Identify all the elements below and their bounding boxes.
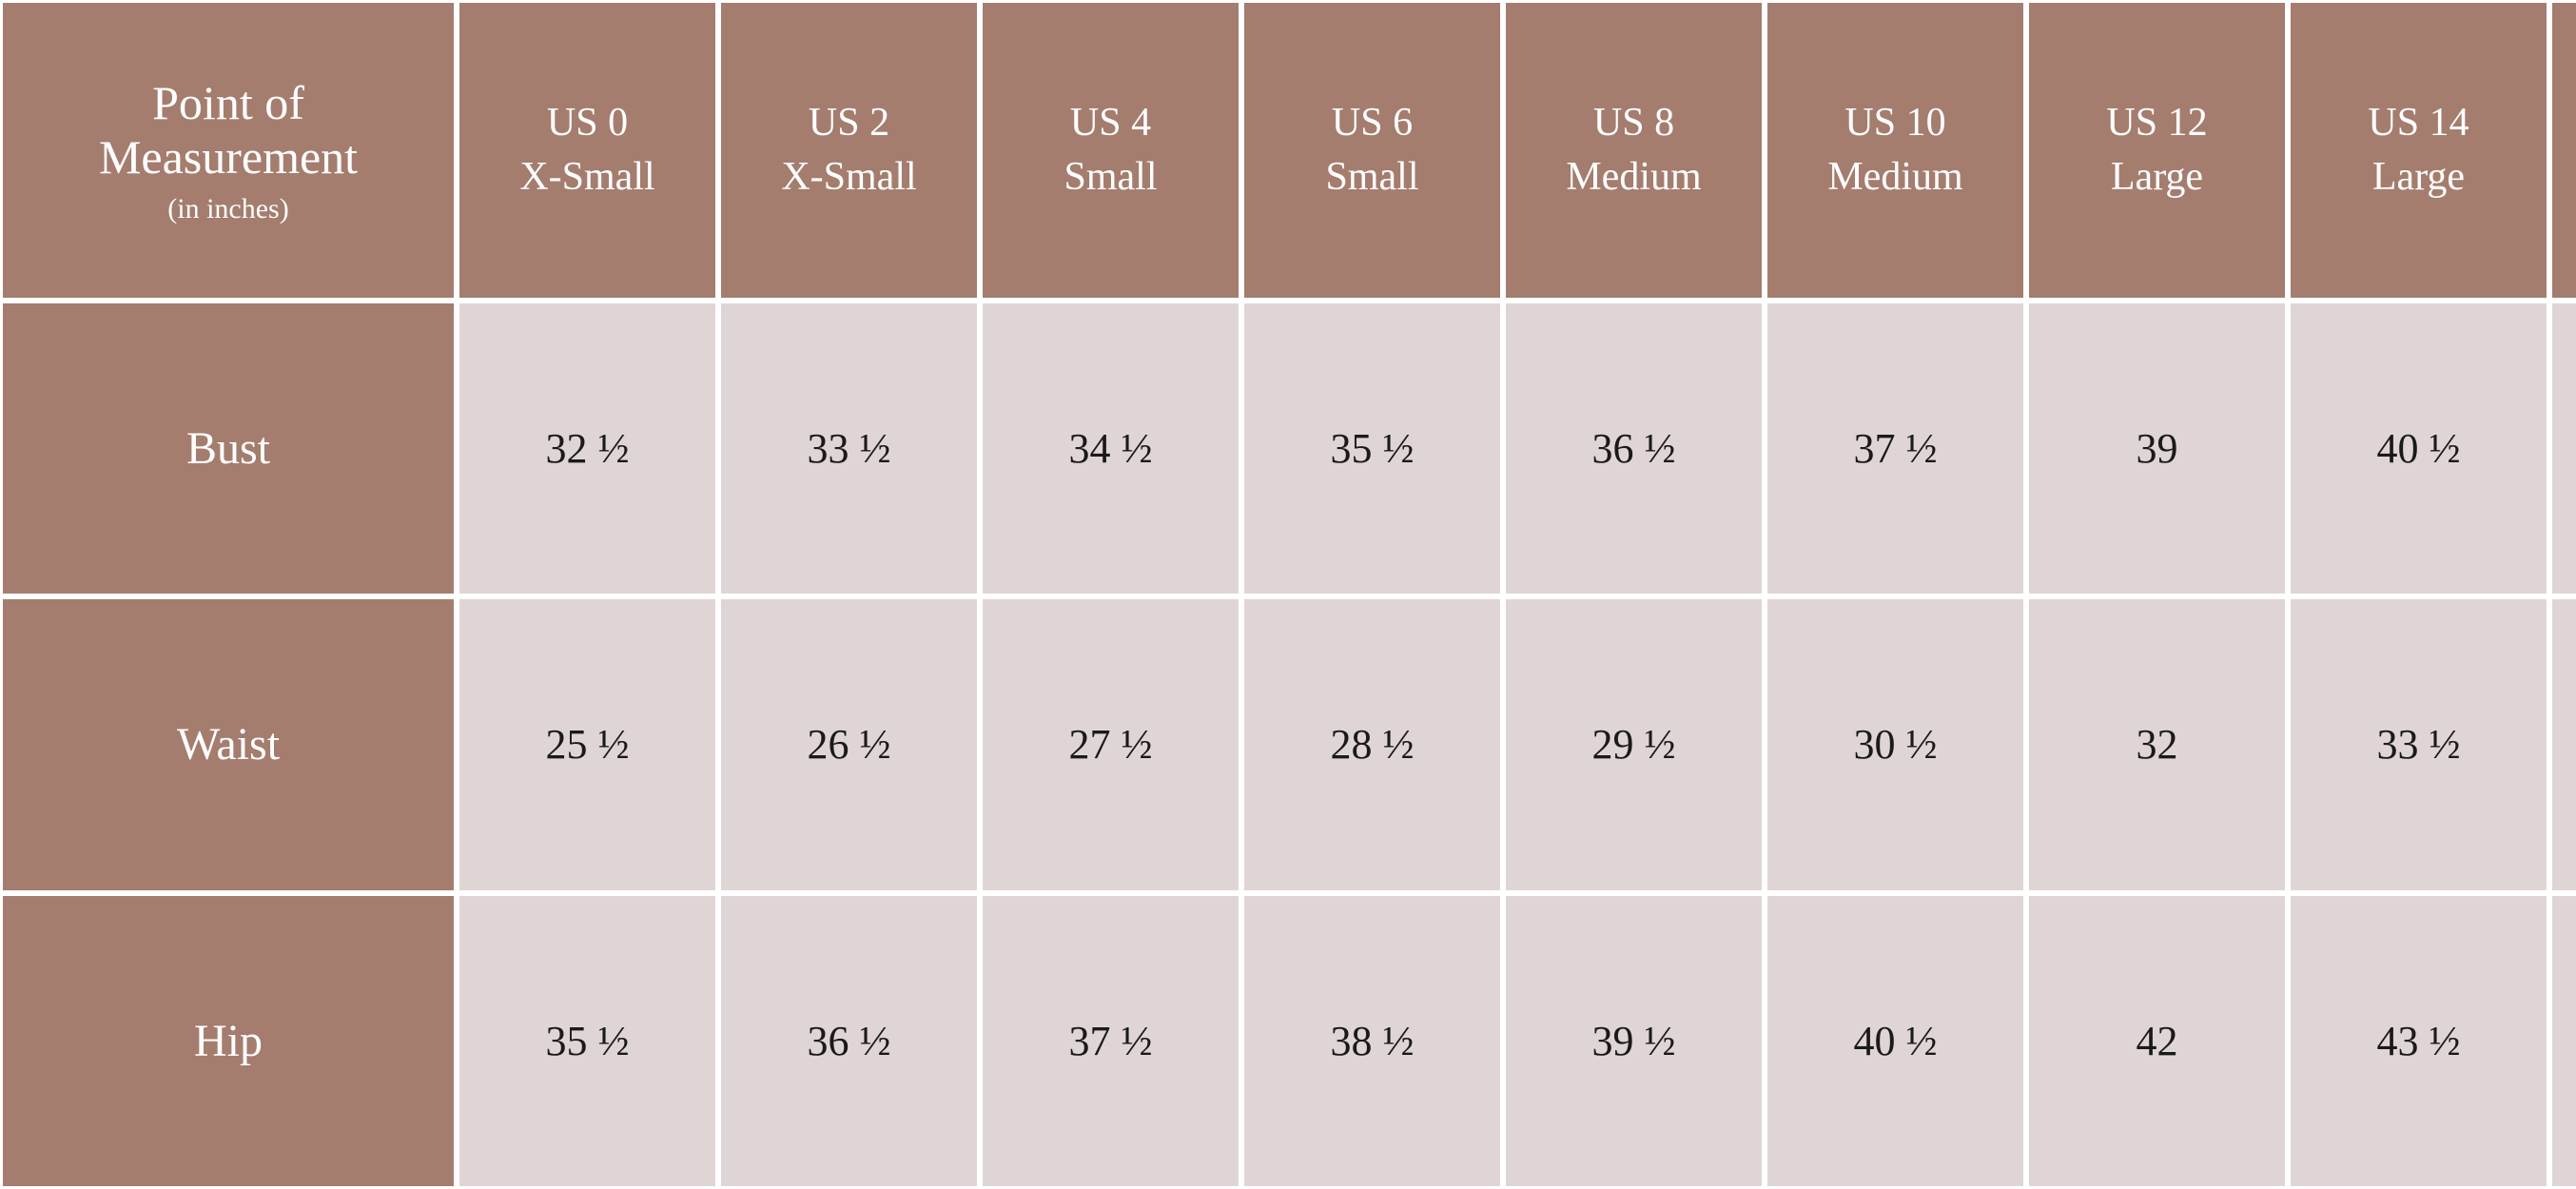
cell: 43 ½ [2288,893,2549,1189]
col-head-us12: US 12 Large [2026,0,2288,301]
cell: 36 ½ [718,893,980,1189]
table-row: Waist 25 ½ 26 ½ 27 ½ 28 ½ 29 ½ 30 ½ 32 3… [0,596,2576,892]
cell: 26 ½ [718,596,980,892]
cell: 33 ½ [2288,596,2549,892]
col-size: US 10 [1767,96,2023,150]
cell: 32 [2026,596,2288,892]
cell: 35 ½ [1241,301,1503,596]
col-size: US 8 [1506,96,1762,150]
corner-subtitle: (in inches) [3,193,454,225]
cell: 42 [2549,301,2576,596]
cell: 37 ½ [980,893,1241,1189]
header-row: Point of Measurement (in inches) US 0 X-… [0,0,2576,301]
row-head-waist: Waist [0,596,457,892]
col-label: X-Large [2552,150,2576,205]
row-head-hip: Hip [0,893,457,1189]
col-size: US 4 [983,96,1239,150]
cell: 29 ½ [1503,596,1765,892]
cell: 28 ½ [1241,596,1503,892]
col-size: US 16 [2552,96,2576,150]
size-chart-table: Point of Measurement (in inches) US 0 X-… [0,0,2576,1189]
cell: 40 ½ [1765,893,2026,1189]
col-size: US 0 [459,96,715,150]
row-head-bust: Bust [0,301,457,596]
col-head-us4: US 4 Small [980,0,1241,301]
cell: 30 ½ [1765,596,2026,892]
cell: 45 [2549,893,2576,1189]
col-size: US 12 [2029,96,2285,150]
table-row: Bust 32 ½ 33 ½ 34 ½ 35 ½ 36 ½ 37 ½ 39 40… [0,301,2576,596]
corner-header: Point of Measurement (in inches) [0,0,457,301]
col-head-us16: US 16 X-Large [2549,0,2576,301]
cell: 35 [2549,596,2576,892]
cell: 38 ½ [1241,893,1503,1189]
col-label: X-Small [721,150,977,205]
table-row: Hip 35 ½ 36 ½ 37 ½ 38 ½ 39 ½ 40 ½ 42 43 … [0,893,2576,1189]
col-head-us10: US 10 Medium [1765,0,2026,301]
corner-title-line1: Point of [3,76,454,131]
cell: 27 ½ [980,596,1241,892]
cell: 32 ½ [457,301,718,596]
col-label: Medium [1767,150,2023,205]
cell: 36 ½ [1503,301,1765,596]
col-size: US 6 [1244,96,1500,150]
cell: 34 ½ [980,301,1241,596]
col-label: Small [1244,150,1500,205]
col-label: Small [983,150,1239,205]
col-label: Medium [1506,150,1762,205]
col-head-us8: US 8 Medium [1503,0,1765,301]
col-label: Large [2029,150,2285,205]
cell: 39 [2026,301,2288,596]
cell: 35 ½ [457,893,718,1189]
corner-title-line2: Measurement [3,130,454,185]
cell: 42 [2026,893,2288,1189]
col-size: US 2 [721,96,977,150]
col-head-us6: US 6 Small [1241,0,1503,301]
col-label: Large [2291,150,2547,205]
cell: 37 ½ [1765,301,2026,596]
cell: 40 ½ [2288,301,2549,596]
col-size: US 14 [2291,96,2547,150]
cell: 33 ½ [718,301,980,596]
col-label: X-Small [459,150,715,205]
cell: 39 ½ [1503,893,1765,1189]
col-head-us0: US 0 X-Small [457,0,718,301]
col-head-us14: US 14 Large [2288,0,2549,301]
col-head-us2: US 2 X-Small [718,0,980,301]
cell: 25 ½ [457,596,718,892]
